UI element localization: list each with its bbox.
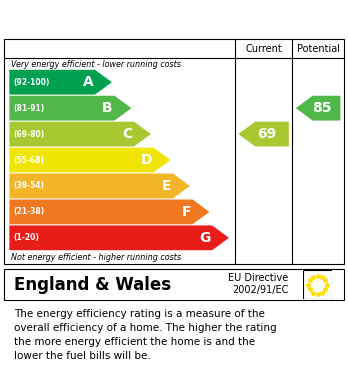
Polygon shape xyxy=(9,148,171,172)
Text: (92-100): (92-100) xyxy=(13,78,49,87)
Text: G: G xyxy=(199,231,211,245)
Text: (55-68): (55-68) xyxy=(13,156,44,165)
Text: Potential: Potential xyxy=(296,44,340,54)
Text: B: B xyxy=(102,101,113,115)
Polygon shape xyxy=(9,174,190,198)
Bar xyxy=(4,269,344,300)
Text: (81-91): (81-91) xyxy=(13,104,44,113)
Text: 69: 69 xyxy=(258,127,277,141)
Text: (21-38): (21-38) xyxy=(13,207,44,216)
Polygon shape xyxy=(9,70,112,95)
Text: Current: Current xyxy=(245,44,282,54)
Text: EU Directive
2002/91/EC: EU Directive 2002/91/EC xyxy=(228,273,288,295)
Text: A: A xyxy=(82,75,93,89)
Polygon shape xyxy=(9,199,209,224)
Text: Energy Efficiency Rating: Energy Efficiency Rating xyxy=(9,11,230,27)
Polygon shape xyxy=(9,226,229,250)
Text: E: E xyxy=(162,179,171,193)
Polygon shape xyxy=(238,122,289,147)
Text: (39-54): (39-54) xyxy=(13,181,44,190)
Text: D: D xyxy=(140,153,152,167)
Text: Not energy efficient - higher running costs: Not energy efficient - higher running co… xyxy=(11,253,181,262)
Polygon shape xyxy=(296,96,340,120)
Text: (1-20): (1-20) xyxy=(13,233,39,242)
Text: F: F xyxy=(181,205,191,219)
Text: (69-80): (69-80) xyxy=(13,129,44,138)
Text: England & Wales: England & Wales xyxy=(14,276,171,294)
Text: The energy efficiency rating is a measure of the
overall efficiency of a home. T: The energy efficiency rating is a measur… xyxy=(14,309,277,361)
Polygon shape xyxy=(9,122,151,147)
Text: 85: 85 xyxy=(312,101,331,115)
Text: C: C xyxy=(122,127,132,141)
Text: Very energy efficient - lower running costs: Very energy efficient - lower running co… xyxy=(11,59,181,68)
Polygon shape xyxy=(9,96,131,120)
